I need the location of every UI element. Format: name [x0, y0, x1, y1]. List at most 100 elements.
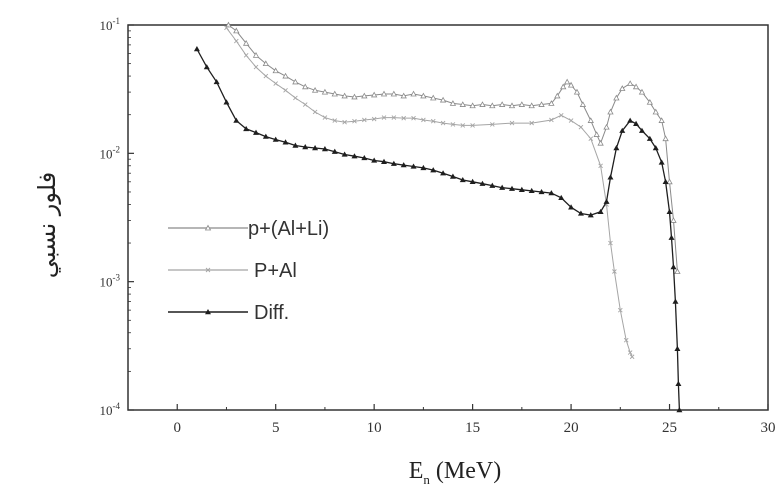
data-point: [479, 101, 486, 107]
data-point: [593, 131, 600, 137]
data-point: [499, 184, 506, 190]
x-tick-label: 5: [272, 420, 280, 436]
data-point: [646, 135, 653, 141]
data-point: [459, 101, 466, 107]
data-point: [509, 120, 515, 126]
data-point: [607, 174, 614, 180]
data-point: [627, 350, 633, 355]
data-point: [619, 127, 626, 133]
data-point: [554, 92, 561, 99]
data-point: [420, 92, 427, 99]
data-point: [331, 90, 338, 97]
axis-ticks: 0 5 10 15 20 25 30 10-4 10-3 10-2 10-1: [100, 16, 776, 436]
legend-item: Diff.: [168, 302, 289, 324]
data-point: [538, 188, 545, 195]
data-point: [282, 139, 289, 145]
data-point: [607, 108, 614, 115]
data-point: [203, 64, 210, 70]
data-point: [638, 88, 646, 95]
data-point: [390, 90, 398, 97]
x-tick-label: 10: [367, 420, 382, 436]
data-point: [243, 125, 250, 132]
data-point: [381, 158, 387, 164]
legend-marker: [205, 309, 211, 315]
data-point: [658, 159, 665, 165]
data-point: [613, 94, 620, 101]
data-point: [262, 133, 269, 139]
data-point: [410, 90, 417, 97]
data-point: [588, 136, 594, 142]
data-point: [459, 176, 466, 183]
data-point: [662, 135, 669, 142]
data-point: [321, 146, 328, 152]
data-point: [449, 173, 456, 179]
data-point: [598, 163, 603, 169]
data-point: [549, 117, 554, 123]
data-point: [509, 185, 515, 191]
data-point: [612, 269, 617, 274]
data-point: [410, 163, 417, 169]
data-point: [233, 117, 240, 123]
data-point: [361, 154, 368, 161]
legend-item: p+(Al+Li): [168, 218, 329, 240]
data-point: [302, 83, 309, 90]
data-point: [371, 116, 377, 122]
y-tick-label: 10-1: [100, 16, 121, 33]
x-tick-label: 15: [465, 420, 480, 436]
data-point: [573, 88, 581, 95]
data-point: [242, 39, 250, 46]
data-point: [668, 234, 675, 240]
data-point: [233, 38, 239, 44]
data-point: [597, 208, 604, 215]
data-point: [322, 115, 328, 120]
data-point: [421, 117, 426, 123]
data-point: [674, 268, 681, 274]
data-point: [633, 120, 640, 126]
data-point: [632, 83, 640, 90]
data-point: [518, 101, 526, 107]
y-axis-label: فلور نسبي: [33, 172, 61, 278]
data-point: [292, 142, 299, 148]
legend-label: P+Al: [254, 260, 297, 282]
data-point: [342, 119, 347, 125]
data-point: [381, 115, 387, 120]
series-diff: [193, 46, 683, 413]
x-axis-label: En (MeV): [409, 458, 501, 487]
data-point: [371, 157, 378, 163]
data-point: [283, 87, 288, 93]
data-point: [538, 101, 545, 107]
x-axis-label-subscript: n: [423, 472, 430, 487]
data-point: [469, 102, 476, 109]
x-tick-label: 0: [173, 420, 181, 436]
data-point: [638, 127, 645, 133]
data-point: [311, 86, 319, 93]
data-point: [568, 204, 575, 210]
x-tick-label: 30: [761, 420, 776, 436]
legend-label: Diff.: [254, 302, 289, 324]
data-point: [666, 208, 673, 215]
legend: p+(Al+Li) P+Al Diff.: [168, 218, 329, 324]
data-point: [617, 307, 623, 313]
data-point: [361, 92, 368, 99]
data-point: [627, 117, 634, 123]
data-point: [440, 170, 447, 176]
data-point: [411, 115, 416, 121]
data-point: [252, 52, 260, 58]
data-point: [578, 124, 584, 130]
data-point: [390, 160, 397, 166]
x-tick-label: 20: [564, 420, 579, 436]
data-point: [224, 25, 229, 31]
series-p-al: [224, 25, 635, 360]
data-point: [674, 345, 681, 351]
legend-item: P+Al: [168, 260, 297, 282]
data-point: [676, 407, 683, 413]
data-point: [652, 108, 659, 115]
data-point: [597, 139, 604, 146]
data-point: [213, 78, 220, 85]
data-point: [312, 145, 319, 151]
x-axis-label-main: E: [409, 458, 424, 484]
data-point: [292, 78, 299, 85]
data-point: [380, 90, 388, 97]
